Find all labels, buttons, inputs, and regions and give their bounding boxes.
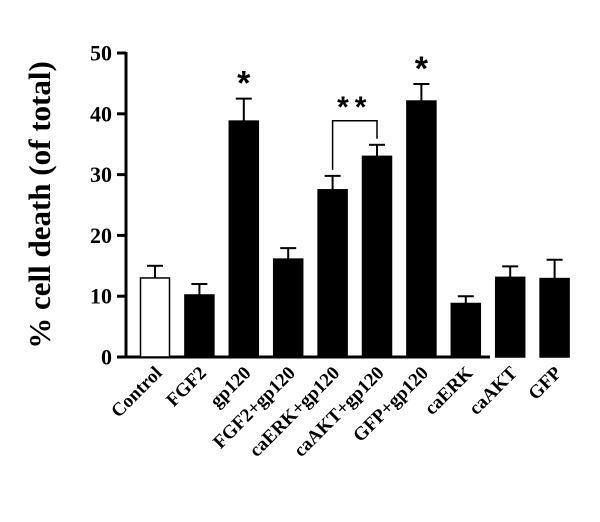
significance-bracket [331,120,378,170]
y-axis-label-group: % cell death (of total) [22,61,57,349]
significance-star: * [237,65,251,103]
bar [139,277,171,358]
bars [139,100,570,358]
y-tick-label: 0 [101,345,112,370]
bar [406,100,437,358]
bar [228,120,260,358]
y-tick-label: 30 [90,162,112,187]
x-tick-label: GFP [524,362,566,404]
x-axis-tick-labels: ControlFGF2gp120FGF2+gp120caERK+gp120caA… [107,362,566,461]
y-tick-label: 10 [90,284,112,309]
x-tick-label: caAKT [465,362,522,419]
bar [184,294,215,358]
bar [494,276,526,358]
significance-annotations: * *** [237,50,429,170]
y-axis-label: % cell death (of total) [22,61,57,349]
x-tick-label: caERK [421,363,478,420]
y-tick-label: 40 [90,101,112,126]
bar [539,277,570,358]
y-axis-ticks: 0 10 20 30 40 50 [90,41,126,370]
x-tick-label: FGF2 [162,363,210,411]
y-tick-label: 20 [90,223,112,248]
bar [317,189,348,358]
x-tick-label: Control [107,363,166,422]
error-bars [147,83,563,304]
bar [272,258,304,358]
bar [361,155,393,358]
bar [450,302,482,358]
significance-star: * [415,50,429,88]
significance-double-star: ** [337,91,372,124]
y-tick-label: 50 [90,41,112,66]
